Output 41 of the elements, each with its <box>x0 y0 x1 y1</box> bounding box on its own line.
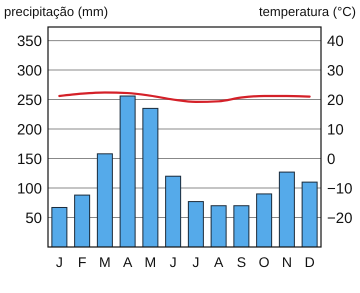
x-tick-label: M <box>144 254 156 270</box>
y-tick-label: 50 <box>25 210 42 227</box>
x-tick-label: M <box>99 254 111 270</box>
x-tick-label: J <box>170 254 177 270</box>
y-tick-label: 100 <box>16 180 42 198</box>
x-tick-label: S <box>236 254 246 270</box>
y2-tick-label: −20 <box>327 210 352 227</box>
y2-axis-title: temperatura (°C) <box>259 4 356 19</box>
y2-tick-label: 20 <box>327 92 344 109</box>
x-tick-label: A <box>214 254 224 270</box>
y2-tick-label: 40 <box>327 32 344 50</box>
x-tick-label: D <box>304 254 315 270</box>
y-tick-label: 250 <box>16 92 42 109</box>
bar <box>74 194 90 248</box>
y-tick-label: 300 <box>16 62 42 80</box>
line-series <box>58 91 311 104</box>
x-tick-label: O <box>258 254 270 270</box>
y2-tick-label: 10 <box>327 121 344 138</box>
x-tick-label: F <box>78 254 86 270</box>
bar <box>188 201 204 248</box>
bar <box>96 153 113 248</box>
bar <box>142 108 158 248</box>
bar <box>278 172 295 248</box>
y-tick-label: 200 <box>16 121 42 138</box>
bar <box>210 205 227 248</box>
bar <box>165 176 182 248</box>
x-tick-label: J <box>56 254 63 270</box>
x-tick-label: A <box>122 254 133 270</box>
y-axis-title: precipitação (mm) <box>4 4 108 19</box>
y2-tick-label: 0 <box>327 150 336 168</box>
y-tick-label: 150 <box>16 150 42 168</box>
bar <box>233 205 250 248</box>
x-tick-label: J <box>192 254 200 270</box>
x-tick-label: N <box>282 254 292 270</box>
bar <box>256 193 272 248</box>
bar <box>302 182 318 248</box>
bar <box>51 206 68 248</box>
y2-tick-label: 30 <box>327 62 344 80</box>
y-tick-label: 350 <box>16 32 42 50</box>
bar <box>120 96 136 248</box>
y2-tick-label: −10 <box>327 180 352 198</box>
